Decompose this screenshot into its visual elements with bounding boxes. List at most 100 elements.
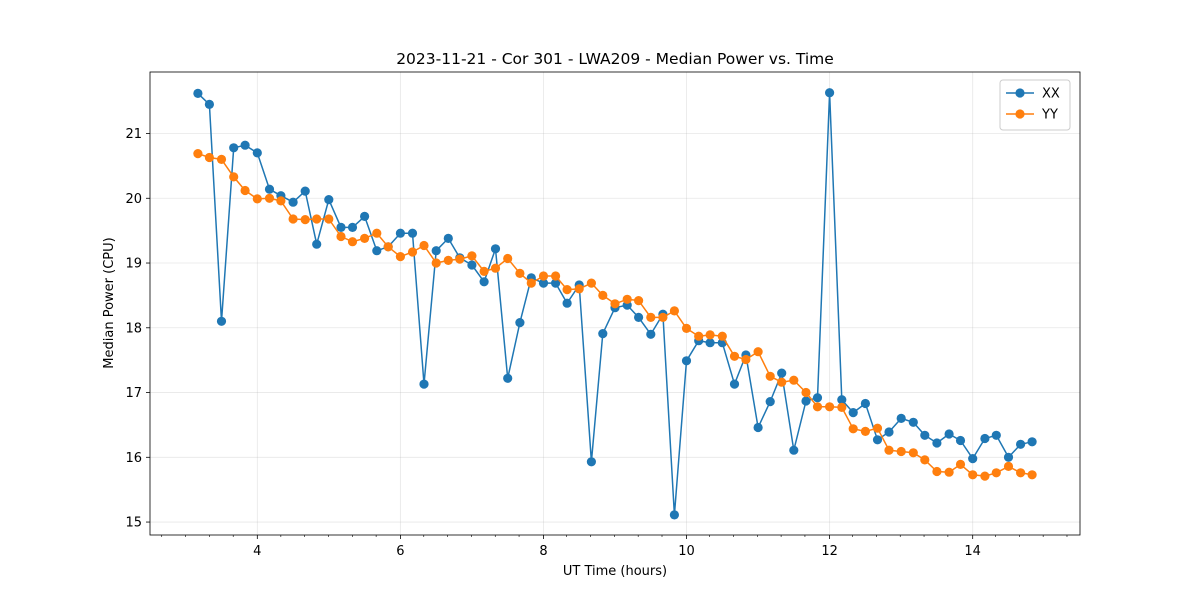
- legend-label: XX: [1042, 87, 1060, 102]
- data-point: [872, 435, 883, 445]
- data-point: [503, 253, 513, 264]
- data-point: [586, 457, 597, 467]
- data-point: [443, 255, 453, 265]
- data-point: [193, 88, 203, 98]
- y-tick-label: 21: [125, 127, 142, 142]
- data-point: [419, 240, 429, 251]
- data-point: [944, 467, 954, 477]
- data-point: [193, 149, 203, 159]
- data-point: [932, 438, 942, 448]
- data-point: [908, 448, 918, 458]
- y-tick-label: 17: [125, 386, 142, 401]
- data-point: [300, 215, 310, 225]
- data-point: [347, 237, 358, 247]
- data-point: [753, 347, 763, 357]
- x-tick-label: 4: [253, 544, 261, 559]
- data-point: [848, 424, 858, 434]
- data-point: [598, 329, 608, 339]
- data-point: [825, 402, 835, 412]
- axis-ticks: 4 6 8 10 12 14 15 16 17 18 19 20 21: [125, 127, 1068, 559]
- data-point: [490, 244, 501, 254]
- data-point: [968, 454, 978, 464]
- data-point: [204, 99, 214, 109]
- legend-item-yy: YY: [1006, 108, 1058, 123]
- data-point: [669, 510, 680, 520]
- data-point: [360, 233, 370, 243]
- data-point: [837, 402, 847, 412]
- data-point: [955, 435, 966, 446]
- plot-frame: [149, 71, 1081, 536]
- data-point: [455, 254, 465, 264]
- data-point: [884, 427, 894, 437]
- data-point: [765, 371, 775, 381]
- data-point: [860, 426, 871, 436]
- data-point: [574, 284, 584, 294]
- data-point: [324, 214, 334, 224]
- data-point: [848, 408, 858, 418]
- data-point: [538, 278, 549, 288]
- data-point: [1003, 452, 1014, 462]
- y-tick-label: 15: [125, 516, 142, 531]
- data-point: [551, 278, 561, 288]
- legend-label: YY: [1041, 108, 1058, 123]
- data-point: [479, 277, 489, 287]
- data-point: [717, 331, 727, 341]
- data-point: [252, 194, 262, 204]
- data-point: [741, 354, 751, 365]
- data-point: [729, 351, 740, 361]
- x-tick-label: 14: [964, 544, 981, 559]
- data-point: [526, 278, 536, 288]
- y-tick-label: 20: [125, 192, 142, 207]
- data-point: [490, 263, 501, 273]
- data-point: [372, 246, 382, 256]
- data-point: [383, 242, 393, 252]
- data-point: [503, 373, 513, 383]
- data-point: [765, 397, 775, 407]
- data-point: [467, 260, 477, 270]
- data-point: [562, 298, 572, 308]
- data-point: [789, 445, 799, 455]
- y-tick-label: 16: [125, 451, 142, 466]
- data-point: [407, 247, 418, 257]
- data-point: [622, 294, 632, 304]
- data-point: [347, 222, 358, 232]
- data-point: [431, 258, 441, 268]
- data-point: [598, 290, 608, 300]
- legend-marker: [1015, 88, 1025, 98]
- data-point: [658, 312, 668, 322]
- data-point: [336, 222, 346, 232]
- data-point: [777, 377, 787, 387]
- data-point: [753, 422, 763, 433]
- data-point: [216, 316, 227, 326]
- data-point: [562, 285, 572, 295]
- data-point: [777, 368, 787, 378]
- data-point: [705, 338, 715, 348]
- data-point: [276, 196, 286, 206]
- data-point: [944, 429, 954, 439]
- series-yy: [193, 149, 1037, 481]
- data-point: [1016, 468, 1026, 478]
- data-point: [1027, 437, 1037, 447]
- data-point: [896, 413, 906, 423]
- data-point: [908, 417, 918, 427]
- x-tick-label: 10: [678, 544, 695, 559]
- data-point: [443, 233, 453, 243]
- data-point: [431, 246, 441, 256]
- data-point: [694, 331, 704, 341]
- data-point: [872, 423, 883, 433]
- data-point: [825, 88, 835, 98]
- data-point: [669, 306, 680, 316]
- data-point: [884, 445, 894, 455]
- y-axis-label: Median Power (CPU): [102, 237, 117, 368]
- data-point: [264, 184, 275, 194]
- data-point: [538, 271, 549, 281]
- data-point: [479, 266, 489, 276]
- data-point: [789, 375, 799, 385]
- data-point: [729, 379, 740, 389]
- data-point: [551, 271, 561, 281]
- data-point: [980, 471, 990, 481]
- x-tick-label: 12: [821, 544, 838, 559]
- data-point: [515, 268, 525, 278]
- data-point: [920, 455, 930, 465]
